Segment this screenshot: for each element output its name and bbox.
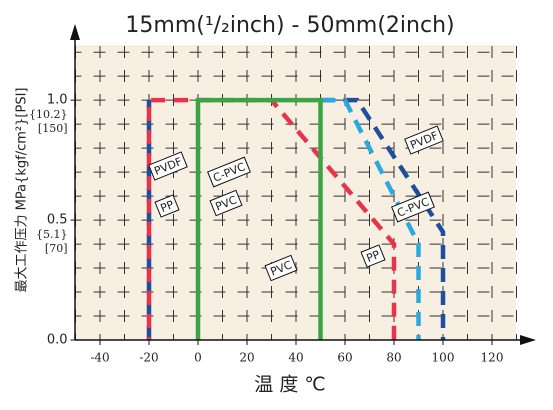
y-axis-arrow (70, 24, 80, 40)
x-tick-label: 20 (239, 351, 254, 365)
x-tick-label: 100 (432, 351, 455, 365)
series-line (146, 97, 446, 340)
y-tick-label: 1.0 (47, 93, 68, 108)
y-tick-kgf-label: {10.2} (29, 108, 68, 121)
x-tick-label: 120 (481, 351, 504, 365)
chart-title: 15mm(¹/₂inch) - 50mm(2inch) (125, 13, 454, 38)
annotation: PVC (264, 254, 298, 282)
annotation-box (148, 151, 188, 181)
annotation: PP (154, 194, 180, 218)
annotation-box (360, 244, 386, 268)
x-tick-label: 40 (288, 351, 303, 365)
x-tick-label: 60 (337, 351, 352, 365)
y-tick-psi-label: [70] (45, 242, 68, 255)
y-axis-label: 最大工作压力 MPa{kgf/cm²}[PSI] (15, 88, 30, 293)
annotation-text: PP (365, 248, 383, 265)
x-tick-label: -40 (90, 351, 109, 365)
lines (146, 97, 446, 340)
annotation-text: PP (159, 198, 177, 215)
x-tick-label: 80 (386, 351, 401, 365)
axes: -40 0 20 40 60 80 100 120 -20 0.0 0.5{5.1}[70] 1.0{… (29, 24, 536, 365)
annotation-box (264, 254, 298, 282)
x-axis-label: 温 度 ℃ (254, 374, 325, 396)
annotation-box (391, 191, 435, 223)
annotation-box (154, 194, 180, 218)
annotation-box (207, 156, 251, 188)
series-line (195, 97, 323, 340)
y-tick-label: 0.5 (47, 213, 68, 228)
x-axis-arrow (520, 335, 536, 345)
annotation-box (209, 189, 243, 217)
x-tick-label: 0 (194, 351, 202, 365)
y-tick-kgf-label: {5.1} (36, 228, 68, 241)
annotation: PVC (209, 189, 243, 217)
annotation-box (404, 125, 444, 155)
x-tick-label: -20 (139, 351, 158, 365)
annotation: PP (360, 244, 386, 268)
y-tick-psi-label: [150] (38, 122, 68, 135)
series-line (320, 97, 421, 340)
y-tick-label: 0.0 (47, 333, 68, 348)
